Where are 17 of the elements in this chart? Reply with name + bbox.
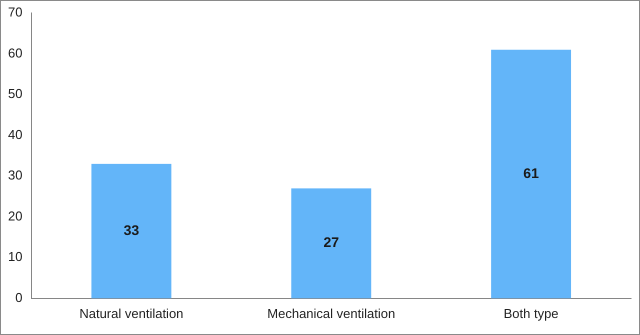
x-tick-label: Natural ventilation: [79, 306, 184, 321]
y-tick-label: 50: [8, 86, 22, 102]
bar: [291, 188, 372, 298]
x-tick-label: Both type: [504, 306, 559, 321]
bar: [91, 164, 172, 298]
y-tick-label: 0: [15, 290, 22, 305]
y-tick-label: 60: [8, 45, 22, 60]
y-tick-label: 10: [8, 249, 22, 264]
y-tick-label: 20: [8, 208, 22, 224]
data-label: 27: [323, 234, 340, 250]
bar: [491, 50, 572, 298]
data-label: 61: [523, 164, 540, 181]
x-tick-label: Mechanical ventilation: [267, 306, 396, 321]
y-tick-label: 40: [8, 126, 22, 142]
y-tick-label: 30: [8, 168, 22, 183]
data-label: 33: [124, 222, 140, 238]
y-tick-label: 70: [8, 4, 22, 20]
